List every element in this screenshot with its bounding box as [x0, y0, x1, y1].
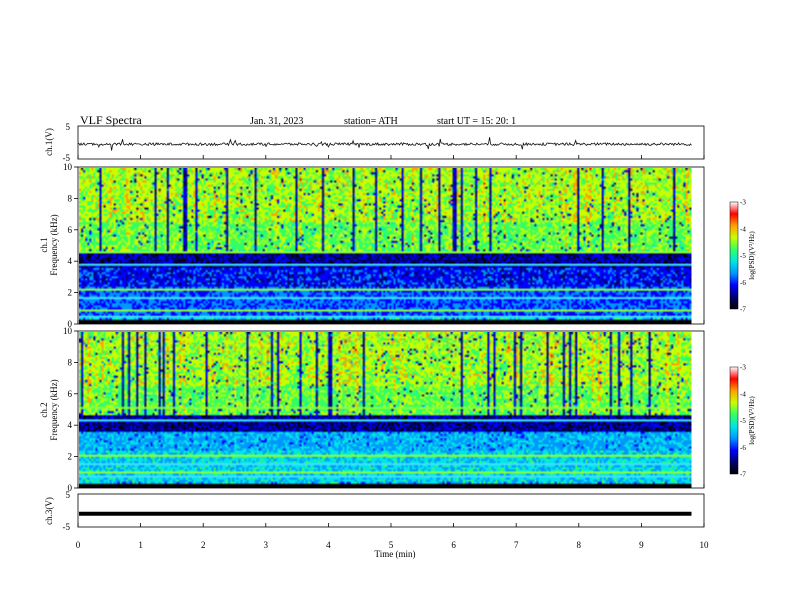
spec1-ytick-label: 4 — [68, 256, 73, 266]
spec1-ytick-label: 2 — [68, 288, 73, 298]
ch2-spectrogram-panel: 10 8 6 4 2 0 ch.2 Frequency (kHz) -3 -4 -5 -6 -7 l… — [39, 326, 756, 493]
cb1-tick-label: -3 — [740, 199, 746, 207]
ch1-waveform-panel: 5 -5 ch.1(V) — [44, 122, 705, 163]
x-tick-label: 5 — [389, 540, 394, 550]
ch3-ylabel: ch.3(V) — [44, 497, 54, 525]
spec2-ytick-label: 10 — [63, 326, 73, 336]
station-label: station= ATH — [344, 116, 398, 127]
cb2-tick-label: -3 — [740, 364, 746, 372]
x-tick-label: 8 — [577, 540, 582, 550]
spec1-ytick-label: 10 — [63, 162, 73, 172]
ch2-spectrogram-heatmap — [79, 332, 692, 488]
ch1-spec-ylabel: ch.1 — [39, 237, 49, 252]
ch1-waveform-line — [77, 137, 692, 151]
x-tick-label: 6 — [451, 540, 456, 550]
cb1-tick-label: -5 — [740, 252, 746, 260]
cb2-tick-label: -5 — [740, 417, 746, 425]
ch1-ytick-bottom: -5 — [63, 153, 71, 163]
cb2-tick-label: -4 — [740, 390, 746, 398]
ch2-colorbar: -3 -4 -5 -6 -7 log(PSD)(V²/Hz) — [729, 364, 756, 479]
ch1-ytick-top: 5 — [66, 122, 71, 132]
ch1-ylabel: ch.1(V) — [44, 128, 54, 156]
start-time-label: start UT = 15: 20: 1 — [437, 116, 516, 127]
cb1-tick-label: -4 — [740, 225, 746, 233]
ch2-spec-ylabel-freq: Frequency (kHz) — [49, 379, 59, 440]
x-axis-label: Time (min) — [375, 549, 416, 559]
ch1-spec-ylabel-freq: Frequency (kHz) — [49, 214, 59, 275]
ch1-colorbar: -3 -4 -5 -6 -7 log(PSD)(V²/Hz) — [729, 199, 756, 314]
ch3-frame — [77, 493, 705, 528]
spec2-ytick-label: 8 — [68, 357, 73, 367]
ch2-spec-ylabel: ch.2 — [39, 402, 49, 417]
spec1-image — [79, 168, 692, 324]
spec1-ytick-label: 8 — [68, 193, 73, 203]
spec1-ytick-label: 0 — [68, 319, 73, 329]
cb1-bar — [729, 201, 739, 310]
spec2-ytick-label: 6 — [68, 389, 73, 399]
date-label: Jan. 31, 2023 — [250, 116, 303, 127]
x-tick-label: 7 — [514, 540, 519, 550]
cb2-tick-label: -7 — [740, 471, 746, 479]
x-axis: 0 1 2 3 4 5 6 7 8 9 10 — [76, 155, 709, 550]
figure-title: VLF Spectra — [80, 113, 142, 127]
ch3-ytick-bottom: -5 — [63, 522, 71, 532]
x-tick-label: 0 — [76, 540, 81, 550]
x-tick-label: 4 — [326, 540, 331, 550]
x-tick-label: 1 — [138, 540, 143, 550]
x-tick-label: 3 — [264, 540, 269, 550]
spec2-ytick-label: 4 — [68, 420, 73, 430]
x-tick-label: 2 — [201, 540, 206, 550]
ch3-waveform-panel: 5 -5 ch.3(V) — [44, 490, 705, 532]
x-tick-label: 10 — [700, 540, 710, 550]
cb1-tick-label: -6 — [740, 279, 746, 287]
ch3-ytick-top: 5 — [66, 490, 71, 500]
cb2-bar — [729, 366, 739, 475]
ch1-frame — [77, 125, 705, 160]
cb1-tick-label: -7 — [740, 306, 746, 314]
ch1-spectrogram-heatmap — [79, 168, 692, 324]
spec2-ytick-label: 2 — [68, 452, 73, 462]
cb1-label: log(PSD)(V²/Hz) — [748, 231, 756, 280]
x-tick-label: 9 — [639, 540, 644, 550]
spec2-image — [79, 332, 692, 488]
cb2-label: log(PSD)(V²/Hz) — [748, 396, 756, 445]
ch1-spectrogram-panel: 10 8 6 4 2 0 ch.1 Frequency (kHz) -3 -4 -5 -6 -7 l… — [39, 162, 756, 329]
spec2-ytick-label: 0 — [68, 483, 73, 493]
cb2-tick-label: -6 — [740, 444, 746, 452]
spec1-ytick-label: 6 — [68, 225, 73, 235]
